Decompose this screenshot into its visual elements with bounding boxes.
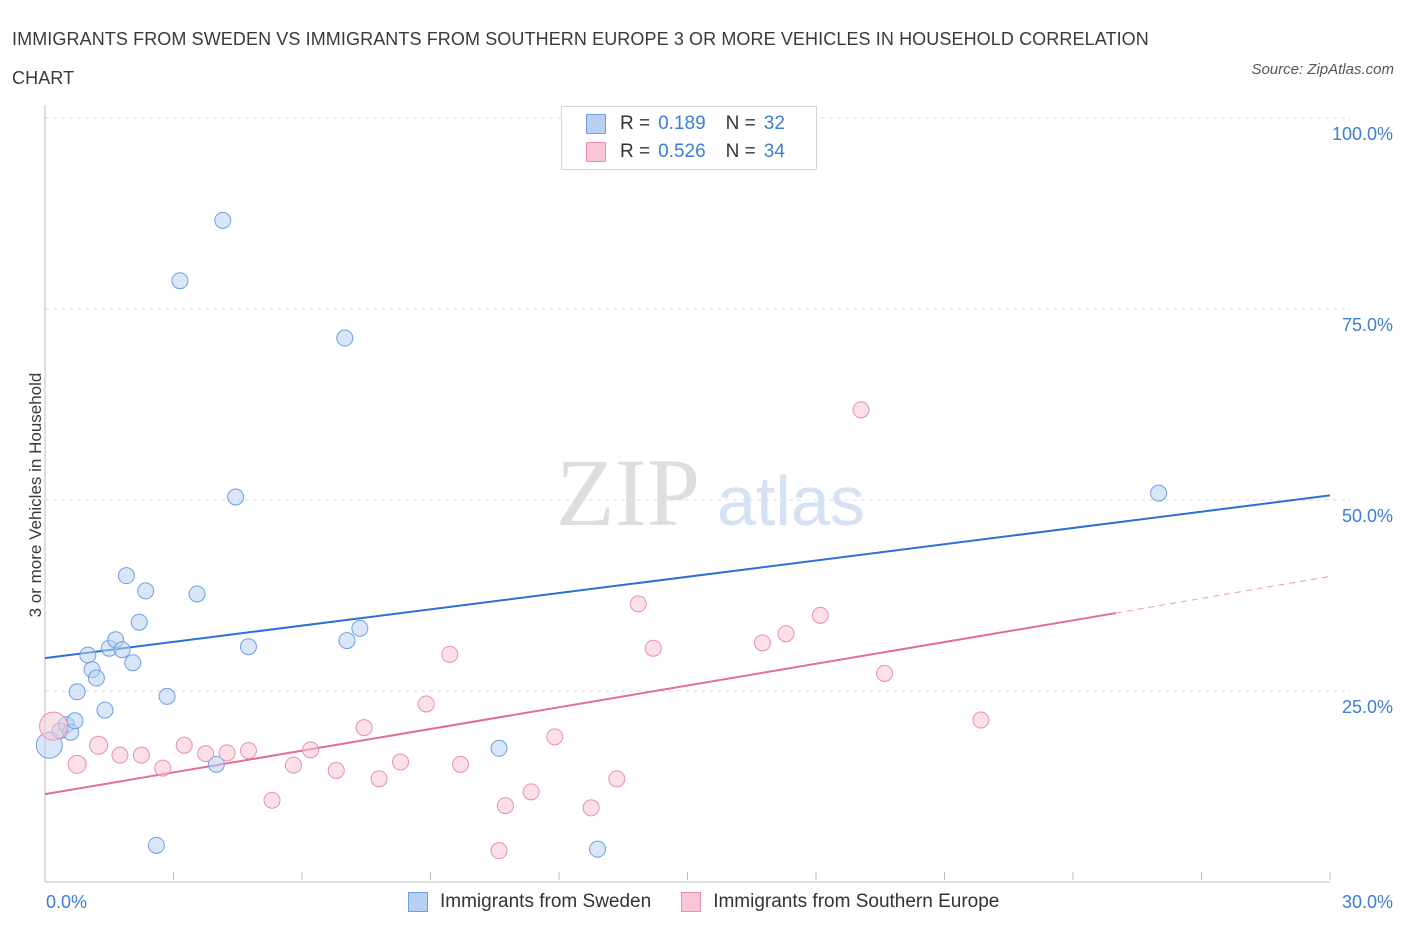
legend-swatch-sweden: [408, 892, 428, 912]
trend-line-southern-europe-extension: [1115, 575, 1331, 614]
point-sweden: [171, 272, 189, 290]
tick-labels: 25.0% 50.0% 75.0% 100.0% 0.0% 30.0%: [46, 124, 1393, 912]
point-southern-europe: [777, 625, 795, 643]
point-sweden: [66, 712, 84, 730]
legend-row-southern-europe: R = 0.526 N = 34: [586, 139, 785, 165]
legend-item-southern-europe[interactable]: Immigrants from Southern Europe: [681, 891, 999, 913]
point-southern-europe: [218, 744, 236, 762]
point-southern-europe: [284, 756, 302, 774]
trend-line-sweden: [44, 494, 1331, 660]
point-sweden: [214, 211, 232, 229]
point-southern-europe: [451, 755, 469, 773]
point-southern-europe: [490, 842, 508, 860]
point-sweden: [338, 632, 356, 650]
legend-swatch-southern-europe: [681, 892, 702, 912]
legend-row-sweden: R = 0.189 N = 32: [586, 111, 785, 137]
point-southern-europe: [355, 719, 373, 737]
point-southern-europe: [876, 664, 894, 682]
x-tick-label: 30.0%: [1342, 892, 1393, 912]
point-sweden: [336, 329, 354, 347]
y-tick-label: 25.0%: [1342, 697, 1393, 717]
chart-title: IMMIGRANTS FROM SWEDEN VS IMMIGRANTS FRO…: [12, 29, 1149, 88]
point-southern-europe: [392, 753, 410, 771]
legend-label-southern-europe: Immigrants from Southern Europe: [713, 891, 1000, 912]
point-southern-europe: [582, 799, 600, 817]
point-southern-europe: [417, 695, 435, 713]
point-southern-europe: [852, 401, 870, 419]
point-sweden: [96, 701, 114, 719]
point-southern-europe: [111, 746, 129, 764]
point-southern-europe: [972, 711, 990, 729]
point-sweden: [68, 683, 86, 701]
point-sweden: [137, 582, 155, 600]
point-sweden: [79, 646, 97, 664]
legend-swatch-sweden: [586, 114, 606, 134]
legend-n-label: N =: [725, 113, 756, 134]
point-southern-europe: [370, 770, 388, 788]
point-southern-europe: [441, 645, 459, 663]
watermark-atlas: atlas: [717, 462, 865, 540]
legend-swatch-southern-europe: [586, 142, 606, 162]
point-sweden: [589, 840, 607, 858]
point-southern-europe: [522, 783, 540, 801]
point-sweden: [239, 638, 257, 656]
y-tick-label: 100.0%: [1332, 124, 1393, 144]
point-southern-europe: [239, 742, 257, 760]
legend-label-sweden: Immigrants from Sweden: [440, 891, 652, 912]
point-sweden: [87, 669, 105, 687]
legend-r-value: 0.189: [658, 113, 706, 134]
data-points: [35, 211, 1168, 860]
point-southern-europe: [496, 797, 514, 815]
source-label: Source: ZipAtlas.com: [1251, 61, 1394, 78]
legend-r-label: R =: [620, 141, 651, 162]
point-southern-europe: [154, 759, 172, 777]
y-axis-label: 3 or more Vehicles in Household: [26, 372, 45, 618]
point-southern-europe: [327, 761, 345, 779]
point-southern-europe: [811, 606, 829, 624]
point-southern-europe: [67, 754, 87, 774]
y-tick-label: 50.0%: [1342, 506, 1393, 526]
trend-line-southern-europe: [44, 612, 1117, 796]
point-southern-europe: [132, 746, 150, 764]
point-southern-europe: [197, 745, 215, 763]
point-southern-europe: [89, 735, 109, 755]
point-southern-europe: [39, 711, 69, 741]
y-axis-label-wrap: 3 or more Vehicles in Household: [18, 355, 48, 635]
legend-n-value: 34: [763, 141, 785, 162]
point-sweden: [124, 654, 142, 672]
watermark-zip: ZIP: [556, 439, 700, 546]
point-sweden: [117, 567, 135, 585]
legend-item-sweden[interactable]: Immigrants from Sweden: [408, 891, 651, 913]
point-sweden: [227, 488, 245, 506]
gridlines: [45, 117, 1350, 692]
point-sweden: [351, 619, 369, 637]
point-southern-europe: [546, 728, 564, 746]
point-sweden: [113, 641, 131, 659]
legend-n-value: 32: [763, 113, 785, 134]
series-legend: Immigrants from Sweden Immigrants from S…: [408, 888, 1029, 916]
legend-r-label: R =: [620, 113, 651, 134]
y-tick-label: 75.0%: [1342, 315, 1393, 335]
point-sweden: [188, 585, 206, 603]
point-sweden: [207, 755, 225, 773]
point-sweden: [1150, 484, 1168, 502]
point-sweden: [490, 739, 508, 757]
legend-n-label: N =: [725, 141, 756, 162]
point-southern-europe: [263, 791, 281, 809]
point-southern-europe: [608, 770, 626, 788]
point-southern-europe: [753, 634, 771, 652]
point-southern-europe: [175, 736, 193, 754]
correlation-legend: R = 0.189 N = 32 R = 0.526 N = 34: [561, 106, 817, 170]
point-sweden: [147, 836, 165, 854]
point-sweden: [158, 687, 176, 705]
point-southern-europe: [629, 595, 647, 613]
point-southern-europe: [302, 741, 320, 759]
point-southern-europe: [644, 639, 662, 657]
point-sweden: [130, 613, 148, 631]
x-tick-label: 0.0%: [46, 892, 87, 912]
legend-r-value: 0.526: [658, 141, 706, 162]
